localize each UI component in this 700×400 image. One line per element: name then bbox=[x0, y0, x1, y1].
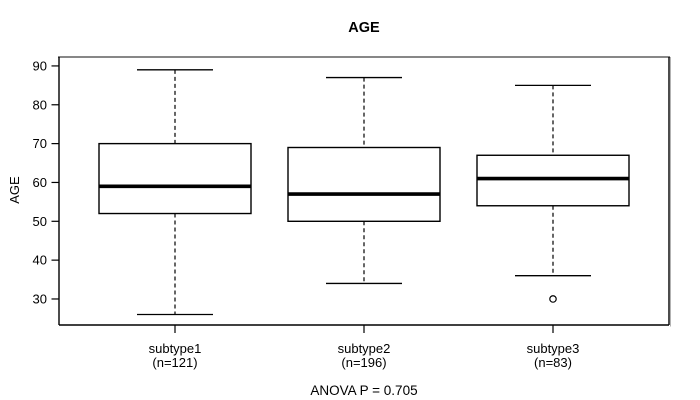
x-tick-sublabel: (n=196) bbox=[341, 355, 386, 370]
y-tick-label: 50 bbox=[33, 214, 47, 229]
y-tick-label: 80 bbox=[33, 97, 47, 112]
y-tick-label: 40 bbox=[33, 253, 47, 268]
x-tick-label: subtype2 bbox=[338, 341, 391, 356]
anova-annotation: ANOVA P = 0.705 bbox=[310, 383, 417, 398]
y-tick-label: 30 bbox=[33, 291, 47, 306]
iqr-box-subtype2 bbox=[287, 146, 441, 222]
outlier-point bbox=[549, 295, 557, 303]
x-tick-label: subtype3 bbox=[527, 341, 580, 356]
chart-layer: 30405060708090subtype1(n=121)subtype2(n=… bbox=[33, 56, 671, 370]
x-tick-label: subtype1 bbox=[149, 341, 202, 356]
x-tick-sublabel: (n=121) bbox=[152, 355, 197, 370]
iqr-box-subtype3 bbox=[476, 154, 630, 207]
y-tick-label: 90 bbox=[33, 58, 47, 73]
chart-title: AGE bbox=[348, 20, 380, 36]
y-tick-label: 60 bbox=[33, 175, 47, 190]
iqr-box-subtype1 bbox=[98, 142, 252, 215]
y-tick-label: 70 bbox=[33, 136, 47, 151]
x-tick-sublabel: (n=83) bbox=[534, 355, 572, 370]
y-axis-title: AGE bbox=[7, 176, 22, 204]
